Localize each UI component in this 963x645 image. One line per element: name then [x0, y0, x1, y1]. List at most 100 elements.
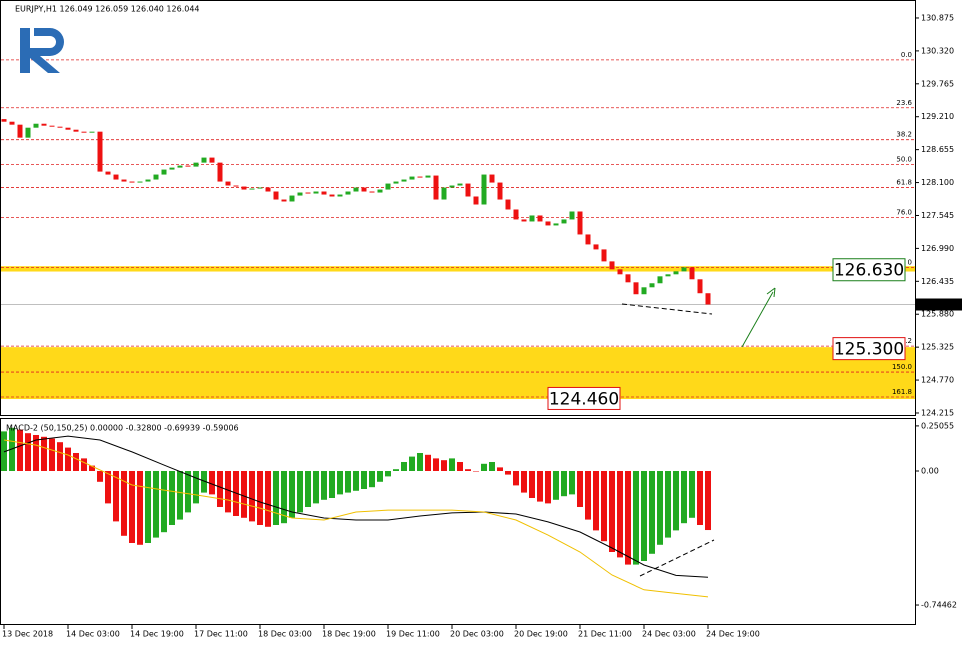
fib-label: .2: [905, 337, 912, 345]
zone: [1, 347, 915, 400]
candle-body: [233, 185, 239, 187]
candle-body: [105, 171, 111, 175]
candle-body: [265, 187, 271, 192]
y-tick-label: 124.770: [921, 376, 954, 385]
fib-label: 23.6: [896, 99, 912, 107]
candle-body: [521, 219, 527, 222]
histogram-bar: [385, 470, 391, 477]
candle-body: [641, 287, 647, 295]
candle-body: [145, 179, 151, 182]
zone: [1, 266, 915, 272]
histogram-bar: [281, 470, 287, 524]
candle-body: [137, 181, 143, 183]
logo: [20, 28, 64, 73]
candle-body: [689, 267, 695, 280]
x-tick-label: 14 Dec 03:00: [66, 630, 120, 639]
y-tick-label: 129.765: [921, 79, 954, 88]
candle-body: [369, 191, 375, 193]
histogram-bar: [97, 470, 103, 482]
candle-body: [161, 169, 167, 175]
histogram-bar: [641, 470, 647, 561]
y-tick-label: 128.655: [921, 145, 954, 154]
candle-body: [81, 131, 87, 133]
candle-body: [185, 165, 191, 167]
histogram-bar: [401, 461, 407, 471]
level-box-label: 124.460: [549, 389, 619, 409]
x-tick-label: 18 Dec 19:00: [322, 630, 376, 639]
histogram-bar: [65, 447, 71, 471]
fib-label: 76.0: [896, 208, 912, 216]
y-tick-label: 124.215: [921, 408, 954, 417]
x-tick-label: 20 Dec 19:00: [514, 630, 568, 639]
candle-body: [177, 165, 183, 168]
candle-body: [409, 176, 415, 180]
candle-body: [625, 274, 631, 283]
histogram-bar: [321, 470, 327, 500]
y-tick-label: 127.545: [921, 211, 954, 220]
histogram-bar: [497, 467, 503, 471]
candle-body: [529, 215, 535, 222]
indicator-line: [3, 435, 709, 578]
histogram-bar: [313, 470, 319, 504]
histogram-bar: [425, 454, 431, 471]
trend-line: [621, 303, 713, 315]
candle-body: [89, 131, 95, 133]
fib-label: 0: [908, 258, 912, 266]
y-tick-label: 126.435: [921, 277, 954, 286]
histogram-bar: [441, 460, 447, 471]
price-panel: 0.0 23.6 38.2 50.0 61.8 76.0 0 .2 150.0 161.8 126.…: [1, 13, 962, 639]
histogram-bar: [369, 470, 375, 488]
histogram-bar: [289, 470, 295, 518]
candle-body: [113, 174, 119, 180]
candle-body: [537, 215, 543, 222]
y-tick-label: 129.210: [921, 112, 954, 121]
macd-panel: 0.25055 0.00 -0.74462: [1, 421, 957, 610]
candle-body: [585, 234, 591, 245]
candle-body: [201, 157, 207, 163]
candle-body: [425, 175, 431, 178]
candle-body: [705, 293, 711, 305]
candle-body: [505, 199, 511, 210]
x-tick-label: 24 Dec 03:00: [642, 630, 696, 639]
histogram-bar: [121, 470, 127, 536]
candle-body: [193, 162, 199, 167]
histogram-bar: [609, 470, 615, 552]
logo-bowl: [30, 28, 64, 73]
histogram-bar: [449, 458, 455, 471]
candle-body: [25, 127, 31, 138]
histogram-bar: [705, 470, 711, 531]
current-price-box: [916, 298, 962, 311]
fib-label: 50.0: [896, 156, 912, 164]
histogram-bar: [145, 470, 151, 543]
histogram-bar: [273, 470, 279, 525]
chart-title: EURJPY,H1 126.049 126.059 126.040 126.04…: [15, 5, 200, 14]
histogram-bar: [577, 470, 583, 507]
candle-body: [609, 261, 615, 270]
x-tick-label: 19 Dec 11:00: [386, 630, 440, 639]
y-tick-label: 130.875: [921, 13, 954, 22]
candle-body: [241, 186, 247, 190]
histogram-bar: [545, 470, 551, 504]
x-tick-label: 18 Dec 03:00: [258, 630, 312, 639]
histogram-bar: [521, 470, 527, 493]
histogram-bar: [513, 470, 519, 486]
histogram-bar: [33, 434, 39, 471]
histogram-bar: [473, 470, 479, 472]
candle-body: [649, 283, 655, 288]
y-tick-label: 0.25055: [921, 421, 954, 430]
forecast-arrow: [741, 291, 774, 348]
x-tick-label: 14 Dec 19:00: [130, 630, 184, 639]
histogram-bar: [345, 470, 351, 493]
candle-body: [561, 219, 567, 224]
candle-body: [257, 187, 263, 189]
price-frame: [0, 0, 916, 416]
histogram-bar: [561, 470, 567, 497]
histogram-bar: [361, 470, 367, 489]
histogram-bar: [57, 442, 63, 471]
y-tick-label: -0.74462: [921, 601, 957, 610]
candle-body: [1, 119, 7, 122]
candle-body: [49, 125, 55, 127]
histogram-bar: [465, 469, 471, 471]
histogram-bar: [201, 470, 207, 493]
